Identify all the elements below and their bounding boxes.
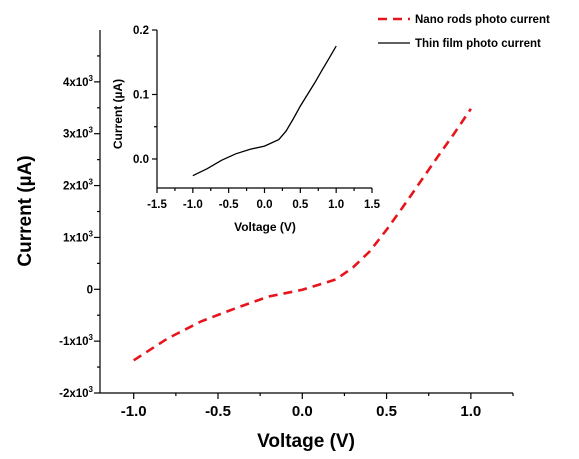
inset-y-axis-label: Current (µA): [111, 79, 125, 149]
inset-y-tick-label: 0.1: [133, 89, 150, 101]
inset-x-tick-label: 1.0: [328, 199, 344, 211]
legend-nano-label: Nano rods photo current: [415, 14, 550, 26]
main-x-tick-label: -0.5: [205, 403, 231, 420]
inset-x-tick-label: -1.5: [147, 199, 167, 211]
inset-x-tick-label: -1.0: [183, 199, 203, 211]
main-y-tick-label: -1x103: [59, 333, 93, 348]
main-x-tick-label: 1.0: [460, 403, 481, 420]
main-y-axis-label: Current (µA): [15, 155, 36, 266]
main-y-tick-label: -2x103: [59, 385, 93, 400]
main-x-tick-label: 0.5: [376, 403, 397, 420]
legend-box: [373, 4, 576, 53]
inset-x-tick-label: 0.5: [292, 199, 309, 211]
inset-x-tick-label: 0.0: [257, 199, 273, 211]
inset-x-tick-label: -0.5: [219, 199, 239, 211]
main-x-tick-label: 0.0: [292, 403, 313, 420]
thin-film-series-line: [192, 45, 337, 177]
main-x-axis-label: Voltage (V): [257, 431, 355, 452]
nano-rods-series-line: [132, 108, 472, 362]
inset-y-tick-label: 0.2: [133, 25, 149, 37]
inset-y-tick-label: 0.0: [133, 154, 149, 166]
main-x-tick-label: -1.0: [121, 403, 147, 420]
inset-x-axis-label: Voltage (V): [234, 220, 296, 234]
main-y-tick-label: 0: [87, 284, 93, 296]
main-y-tick-label: 3x103: [63, 126, 94, 141]
main-y-tick-label: 1x103: [63, 229, 94, 244]
main-y-tick-label: 4x103: [63, 74, 94, 89]
main-y-tick-label: 2x103: [63, 178, 94, 193]
legend-thin-label: Thin film photo current: [415, 38, 541, 50]
inset-x-tick-label: 1.5: [364, 199, 381, 211]
